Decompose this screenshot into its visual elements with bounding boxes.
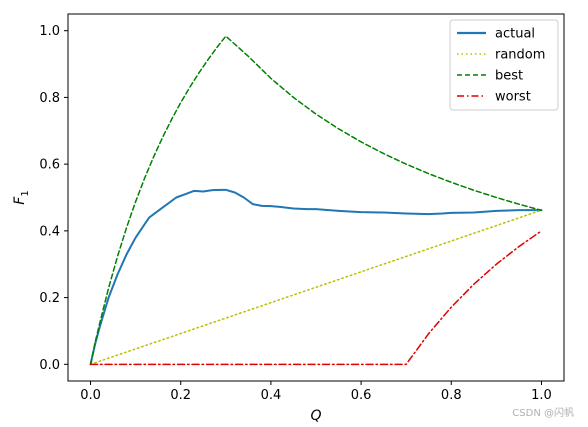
plot-frame (67, 13, 565, 382)
y-axis-label-main: F (12, 196, 28, 205)
y-tick-label: 0.0 (39, 358, 60, 373)
x-tick-label: 0.6 (351, 388, 372, 403)
legend-label-actual: actual (495, 27, 535, 42)
x-tick-label: 0.0 (80, 388, 101, 403)
y-tick-label: 1.0 (39, 24, 60, 39)
x-tick-label: 1.0 (531, 388, 552, 403)
x-tick-label: 0.2 (170, 388, 191, 403)
series-line-actual (89, 188, 543, 366)
watermark: CSDN @闪帆 (512, 408, 574, 419)
series-line-random (89, 209, 543, 366)
legend-box (449, 19, 559, 111)
legend-label-random: random (495, 48, 545, 63)
y-tick-label: 0.2 (39, 291, 60, 306)
x-tick-label: 0.4 (261, 388, 282, 403)
series-layer (89, 35, 543, 366)
y-tick-label: 0.4 (39, 224, 60, 239)
y-axis-label: F1 (12, 190, 31, 204)
x-axis-label: Q (310, 408, 321, 424)
legend-label-best: best (495, 69, 523, 84)
y-axis-label-subscript: 1 (20, 190, 31, 196)
series-line-best (89, 35, 543, 366)
series-line-worst (89, 230, 543, 366)
legend: actual random best worst (449, 19, 559, 111)
y-tick-label: 0.8 (39, 91, 60, 106)
ticks-layer: 0.0 0.2 0.4 0.6 0.8 1.0 0.0 0.2 0.4 0.6 0.8 1.0 (39, 24, 551, 403)
y-tick-label: 0.6 (39, 158, 60, 173)
legend-label-worst: worst (495, 90, 531, 105)
x-tick-label: 0.8 (441, 388, 462, 403)
